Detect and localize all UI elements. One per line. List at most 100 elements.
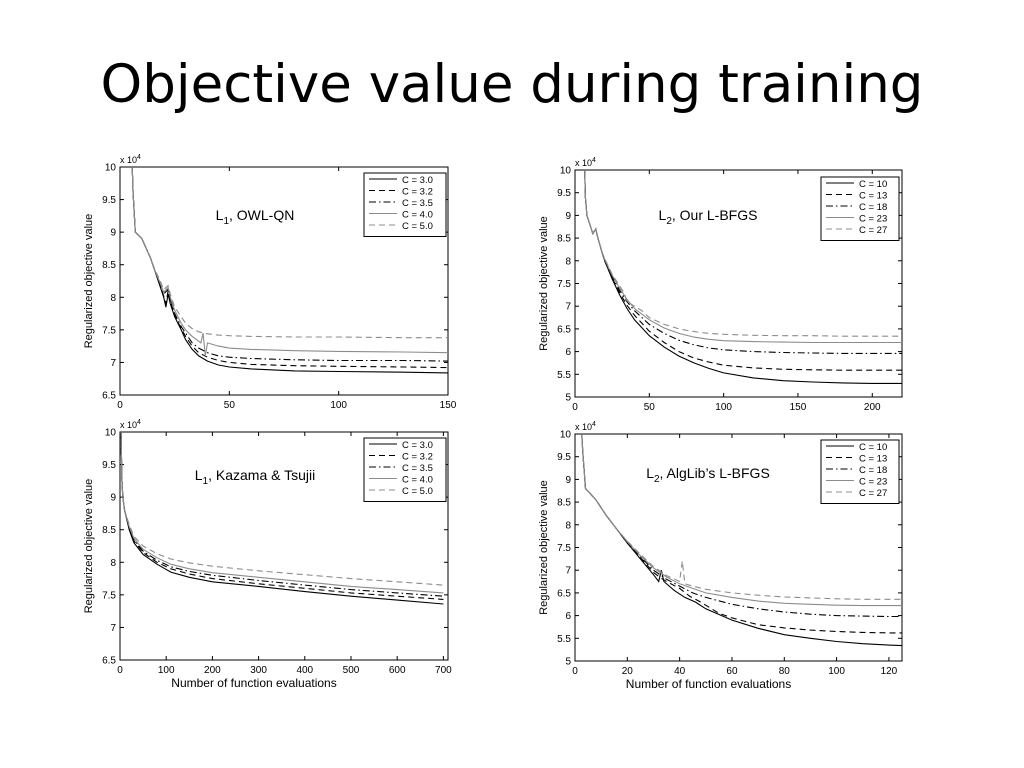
x-tick-label: 200 xyxy=(864,402,881,413)
y-multiplier: x 104 xyxy=(575,421,596,432)
series-line-2 xyxy=(581,434,902,634)
legend-label: C = 4.0 xyxy=(402,475,433,486)
x-axis-label: Number of function evaluations xyxy=(171,676,336,690)
legend-label: C = 27 xyxy=(859,488,887,499)
series-group xyxy=(131,167,448,374)
y-tick-label: 8.5 xyxy=(102,260,116,271)
x-tick-label: 700 xyxy=(435,665,452,676)
y-axis-label: Regularized objective value xyxy=(538,216,550,351)
x-tick-label: 50 xyxy=(224,400,236,411)
y-axis-label: Regularized objective value xyxy=(83,214,95,349)
chart-annotation: L1, Kazama & Tsujii xyxy=(195,467,315,487)
legend-label: C = 23 xyxy=(859,477,887,488)
legend-label: C = 5.0 xyxy=(402,221,433,232)
x-tick-label: 300 xyxy=(250,665,267,676)
y-tick-label: 5 xyxy=(565,657,571,668)
legend-label: C = 13 xyxy=(859,191,887,202)
legend-box xyxy=(820,176,900,241)
legend-box xyxy=(363,172,447,237)
legend-label: C = 23 xyxy=(859,214,887,225)
y-tick-label: 6.5 xyxy=(557,324,571,335)
y-tick-label: 9.5 xyxy=(557,188,571,199)
x-tick-label: 60 xyxy=(726,666,738,677)
series-line-4 xyxy=(131,167,448,356)
y-tick-label: 9.5 xyxy=(557,452,571,463)
legend-label: C = 3.0 xyxy=(402,175,433,186)
y-tick-label: 6.5 xyxy=(102,656,116,667)
y-tick-label: 8.5 xyxy=(557,498,571,509)
y-tick-label: 8 xyxy=(110,558,116,569)
legend-box xyxy=(363,437,447,502)
y-tick-label: 10 xyxy=(105,163,117,174)
y-tick-label: 9.5 xyxy=(102,195,116,206)
y-tick-label: 10 xyxy=(105,428,117,439)
y-tick-label: 7.5 xyxy=(102,590,116,601)
y-tick-label: 5.5 xyxy=(557,370,571,381)
chart-annotation: L2, Our L-BFGS xyxy=(659,207,758,227)
y-tick-label: 10 xyxy=(560,166,572,177)
x-tick-label: 200 xyxy=(204,665,221,676)
x-tick-label: 50 xyxy=(644,402,656,413)
y-tick-label: 7 xyxy=(110,358,116,369)
chart-annotation: L2, AlgLib’s L-BFGS xyxy=(646,465,770,485)
series-group xyxy=(581,434,902,647)
legend-label: C = 4.0 xyxy=(402,210,433,221)
legend-label: C = 5.0 xyxy=(402,486,433,497)
x-tick-label: 0 xyxy=(572,402,578,413)
y-tick-label: 7.5 xyxy=(557,543,571,554)
y-multiplier-exponent: 4 xyxy=(592,157,596,164)
legend-label: C = 18 xyxy=(859,202,887,213)
x-tick-label: 40 xyxy=(674,666,686,677)
x-tick-label: 80 xyxy=(779,666,791,677)
legend-label: C = 3.2 xyxy=(402,187,433,198)
y-tick-label: 9 xyxy=(565,475,571,486)
x-tick-label: 150 xyxy=(790,402,807,413)
series-line-5 xyxy=(581,434,902,600)
y-tick-label: 7 xyxy=(565,302,571,313)
series-line-5 xyxy=(584,170,902,337)
x-tick-label: 600 xyxy=(389,665,406,676)
series-line-5 xyxy=(120,432,444,586)
y-tick-label: 6 xyxy=(565,611,571,622)
y-axis-label: Regularized objective value xyxy=(538,480,550,615)
x-tick-label: 0 xyxy=(117,665,123,676)
legend-label: C = 18 xyxy=(859,465,887,476)
legend-label: C = 3.2 xyxy=(402,452,433,463)
y-multiplier-exponent: 4 xyxy=(592,421,596,428)
legend-label: C = 10 xyxy=(859,442,887,453)
x-tick-label: 100 xyxy=(158,665,175,676)
y-tick-label: 7.5 xyxy=(102,325,116,336)
legend-label: C = 3.5 xyxy=(402,463,433,474)
chart-annotation: L1, OWL-QN xyxy=(216,207,295,227)
y-multiplier: x 104 xyxy=(120,419,141,430)
y-tick-label: 9 xyxy=(565,211,571,222)
y-tick-label: 6.5 xyxy=(102,391,116,402)
x-tick-label: 500 xyxy=(343,665,360,676)
y-tick-label: 8.5 xyxy=(102,525,116,536)
x-axis-label: Number of function evaluations xyxy=(626,677,791,691)
y-tick-label: 5.5 xyxy=(557,634,571,645)
x-tick-label: 120 xyxy=(881,666,898,677)
series-line-3 xyxy=(120,432,444,597)
x-tick-label: 100 xyxy=(828,666,845,677)
y-tick-label: 8.5 xyxy=(557,234,571,245)
x-tick-label: 20 xyxy=(622,666,634,677)
x-tick-label: 100 xyxy=(715,402,732,413)
x-tick-label: 400 xyxy=(296,665,313,676)
y-tick-label: 6 xyxy=(565,347,571,358)
y-tick-label: 9 xyxy=(110,228,116,239)
y-tick-label: 6.5 xyxy=(557,588,571,599)
y-axis-label: Regularized objective value xyxy=(83,479,95,614)
legend-label: C = 10 xyxy=(859,179,887,190)
x-tick-label: 0 xyxy=(572,666,578,677)
x-tick-label: 100 xyxy=(330,400,347,411)
y-tick-label: 7.5 xyxy=(557,279,571,290)
series-group xyxy=(584,170,902,384)
y-tick-label: 7 xyxy=(110,623,116,634)
slide-title: Objective value during training xyxy=(100,54,924,115)
y-tick-label: 9.5 xyxy=(102,460,116,471)
